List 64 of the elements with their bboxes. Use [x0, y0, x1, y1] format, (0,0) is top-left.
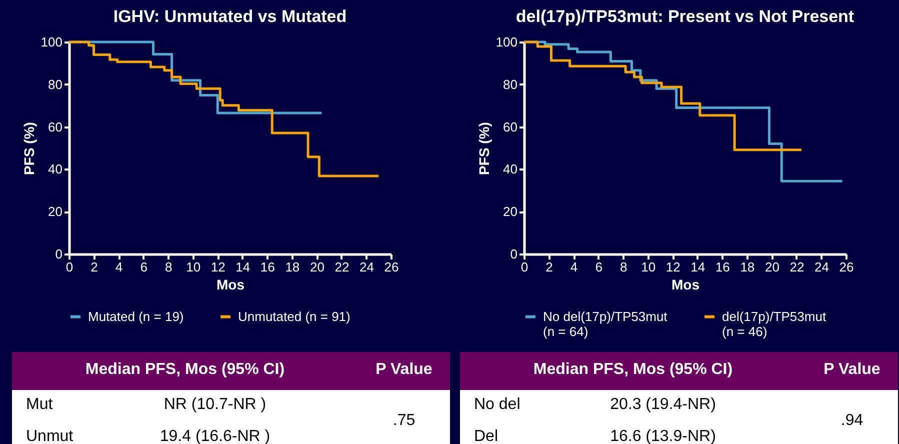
- y-tick-label: 20: [48, 204, 62, 220]
- x-tick-label: 10: [186, 260, 201, 274]
- y-tick-label: 60: [503, 119, 518, 134]
- y-tick-label: 20: [503, 204, 518, 220]
- x-tick-label: 14: [690, 260, 706, 274]
- text: No del: [474, 396, 520, 414]
- text: 16.6 (13.9-NR): [609, 428, 717, 444]
- x-tick-label: 20: [310, 260, 324, 274]
- y-tick-label: 0: [55, 246, 62, 262]
- text: .75: [392, 412, 416, 430]
- x-tick-label: 22: [334, 260, 350, 274]
- y-tick-label: 40: [48, 162, 62, 177]
- y-tick-label: 100: [496, 34, 518, 50]
- x-tick-label: 12: [210, 260, 226, 274]
- x-tick-label: 10: [641, 260, 656, 274]
- x-tick-label: 4: [570, 260, 578, 274]
- y-tick-label: 40: [503, 162, 518, 177]
- y-tick-label: 0: [510, 246, 518, 262]
- x-tick-label: 6: [140, 260, 148, 274]
- x-axis-title: Mos: [216, 276, 245, 292]
- text: Median PFS, Mos (95% CI): [532, 361, 734, 379]
- x-tick-label: 26: [839, 260, 854, 274]
- y-tick-label: 80: [503, 76, 518, 92]
- text: Unmut: [26, 428, 74, 444]
- legend-label: Unmutated (n = 91): [238, 308, 350, 324]
- x-tick-label: 12: [666, 260, 680, 274]
- x-tick-label: 24: [359, 260, 374, 274]
- x-tick-label: 6: [595, 260, 602, 274]
- y-tick-label: 80: [48, 76, 62, 92]
- x-tick-label: 26: [384, 260, 399, 274]
- text: Median PFS, Mos (95% CI): [84, 361, 286, 379]
- x-tick-label: 22: [790, 260, 804, 274]
- x-tick-label: 16: [715, 260, 730, 274]
- x-tick-label: 16: [260, 260, 275, 274]
- x-axis-title: Mos: [672, 276, 700, 292]
- text: P Value: [374, 361, 434, 379]
- y-axis-title: PFS (%): [20, 122, 37, 175]
- y-axis-title: PFS (%): [476, 122, 492, 175]
- text: 20.3 (19.4-NR): [609, 396, 717, 414]
- text: .94: [840, 412, 864, 430]
- x-tick-label: 4: [115, 260, 123, 274]
- x-tick-label: 14: [236, 260, 250, 274]
- x-tick-label: 2: [90, 260, 98, 274]
- text: Mut: [26, 396, 53, 414]
- x-tick-label: 0: [520, 260, 528, 274]
- y-tick-label: 100: [40, 34, 62, 50]
- chart-title: IGHV: Unmutated vs Mutated: [113, 7, 347, 26]
- text: P Value: [822, 361, 882, 379]
- legend-label: No del(17p)/TP53mut (n = 64): [543, 308, 668, 339]
- text: Del: [474, 428, 498, 444]
- text: NR (10.7-NR ): [162, 396, 268, 414]
- legend-label: Mutated (n = 19): [88, 308, 184, 324]
- x-tick-label: 24: [814, 260, 829, 274]
- legend-label: del(17p)/TP53mut (n = 46): [722, 308, 826, 339]
- chart-title: del(17p)/TP53mut: Present vs Not Present: [516, 7, 854, 26]
- x-tick-label: 8: [164, 260, 172, 274]
- x-tick-label: 18: [740, 260, 755, 274]
- x-tick-label: 18: [285, 260, 300, 274]
- text: 19.4 (16.6-NR ): [158, 428, 272, 444]
- y-tick-label: 60: [48, 119, 62, 134]
- x-tick-label: 20: [764, 260, 780, 274]
- x-tick-label: 0: [66, 260, 74, 274]
- x-tick-label: 2: [546, 260, 553, 274]
- x-tick-label: 8: [620, 260, 628, 274]
